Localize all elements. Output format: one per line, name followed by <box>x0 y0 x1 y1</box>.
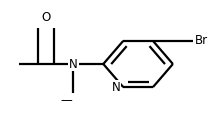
Text: N: N <box>112 81 120 94</box>
Text: O: O <box>41 11 51 24</box>
Text: Br: Br <box>195 34 208 47</box>
Text: N: N <box>69 57 78 71</box>
Text: —: — <box>61 94 77 107</box>
